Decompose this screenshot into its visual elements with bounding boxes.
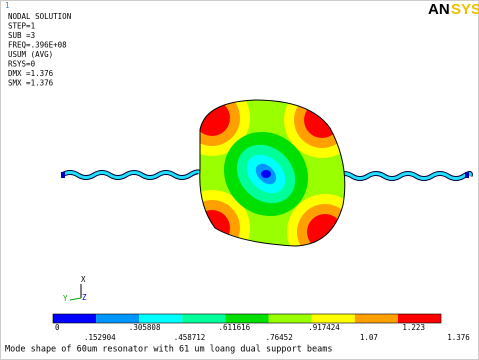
window-number: 1 [5, 1, 10, 10]
info-line: DMX =1.376 [8, 69, 54, 78]
ansys-window: 1 NODAL SOLUTIONSTEP=1SUB =3FREQ=.396E+0… [0, 0, 479, 360]
triad-x-label: X [81, 275, 86, 284]
color-band [182, 314, 225, 323]
info-line: SUB =3 [8, 31, 35, 40]
colorbar-label: .76452 [266, 333, 293, 342]
info-line: RSYS=0 [8, 60, 36, 69]
color-band [312, 314, 355, 323]
beam-anchor [465, 172, 469, 178]
logo-light: SYS [451, 1, 479, 18]
color-band [355, 314, 398, 323]
triad-y-label: Y [63, 294, 68, 303]
colorbar-label: 0 [55, 323, 60, 332]
colorbar-label: 1.223 [402, 323, 425, 332]
info-line: NODAL SOLUTION [8, 12, 71, 21]
colorbar-label: .152904 [84, 333, 116, 342]
color-band [225, 314, 268, 323]
color-band [96, 314, 139, 323]
caption: Mode shape of 60um resonator with 61 um … [5, 345, 333, 355]
info-line: SMX =1.376 [8, 79, 54, 88]
info-line: STEP=1 [8, 22, 35, 31]
colorbar-label: .458712 [174, 333, 206, 342]
color-band [53, 314, 96, 323]
color-band [269, 314, 312, 323]
page: 1 NODAL SOLUTIONSTEP=1SUB =3FREQ=.396E+0… [0, 0, 479, 360]
colorbar-label: 1.07 [360, 333, 378, 342]
color-band [139, 314, 182, 323]
colorbar-label: .917424 [308, 323, 340, 332]
info-line: FREQ=.396E+08 [8, 41, 67, 50]
info-line: USUM (AVG) [8, 50, 53, 59]
color-band [398, 314, 441, 323]
logo-dark: AN [428, 1, 450, 18]
colorbar-label: .305808 [129, 323, 161, 332]
beam-anchor [61, 172, 65, 178]
colorbar-label: 1.376 [447, 333, 470, 342]
colorbar-label: .611616 [219, 323, 251, 332]
triad-z-label: Z [82, 293, 87, 302]
